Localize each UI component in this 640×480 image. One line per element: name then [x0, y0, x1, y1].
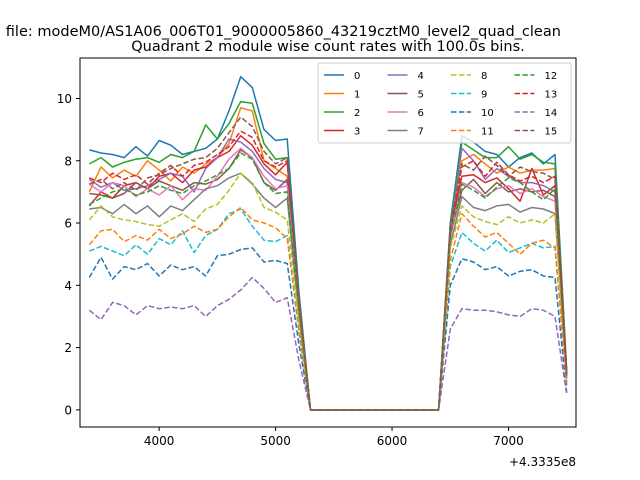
figure-suptitle: n file: modeM0/AS1A06_006T01_9000005860_…	[0, 24, 561, 40]
series-line-9	[89, 208, 568, 411]
y-tick-label: 6	[64, 217, 72, 231]
legend-label-11: 11	[481, 127, 494, 138]
series-layer	[88, 75, 568, 411]
series-line-3	[88, 135, 568, 411]
y-tick-label: 0	[64, 403, 72, 417]
series-line-1	[88, 107, 568, 411]
legend-label-5: 5	[418, 90, 424, 101]
x-tick-label: 4000	[144, 434, 175, 448]
legend-label-2: 2	[354, 108, 360, 119]
legend-label-4: 4	[418, 71, 424, 82]
legend-label-0: 0	[354, 71, 360, 82]
series-line-15	[89, 116, 568, 411]
legend-label-9: 9	[481, 90, 487, 101]
series-line-8	[88, 172, 568, 411]
y-tick-label: 10	[57, 92, 72, 106]
chart-title: Quadrant 2 module wise count rates with …	[131, 39, 525, 55]
series-line-2	[88, 100, 568, 411]
legend-label-8: 8	[481, 71, 487, 82]
x-axis-offset-label: +4.3335e8	[509, 455, 576, 469]
y-tick-label: 2	[64, 341, 72, 355]
x-axis-ticks: 4000 5000 6000 7000	[144, 427, 524, 448]
legend-label-3: 3	[354, 127, 360, 138]
legend-label-13: 13	[545, 90, 558, 101]
legend-label-15: 15	[545, 127, 558, 138]
series-line-7	[89, 172, 568, 411]
legend-label-14: 14	[545, 108, 558, 119]
legend-label-12: 12	[545, 71, 558, 82]
x-tick-label: 6000	[377, 434, 408, 448]
legend-label-10: 10	[481, 108, 494, 119]
series-line-10	[88, 247, 568, 411]
series-line-6	[88, 147, 568, 411]
y-tick-label: 8	[64, 154, 72, 168]
legend-box	[317, 62, 572, 144]
axes-frame	[79, 57, 577, 428]
x-tick-label: 5000	[260, 434, 291, 448]
y-tick-label: 4	[64, 279, 72, 293]
legend-label-7: 7	[418, 127, 424, 138]
y-axis-ticks: 0 2 4 6 8 10	[57, 92, 80, 417]
series-line-14	[88, 276, 568, 411]
series-line-13	[89, 130, 568, 411]
legend-label-1: 1	[354, 90, 360, 101]
legend-label-6: 6	[418, 108, 424, 119]
series-line-4	[88, 138, 568, 411]
series-line-12	[88, 152, 568, 411]
x-tick-label: 7000	[493, 434, 524, 448]
